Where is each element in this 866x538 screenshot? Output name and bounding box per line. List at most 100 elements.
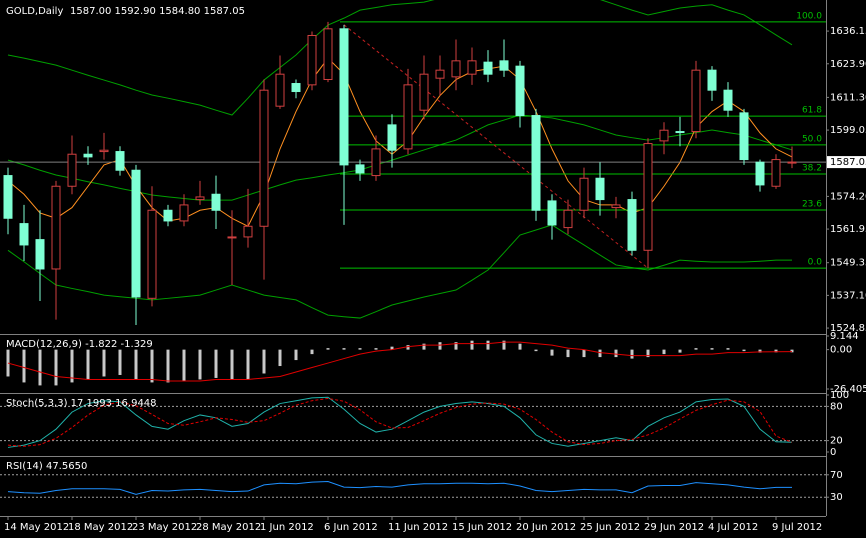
x-tick-label: 23 May 2012 bbox=[132, 522, 197, 533]
macd-bar bbox=[438, 342, 442, 350]
candle-body bbox=[467, 60, 477, 75]
candle-body bbox=[515, 65, 525, 117]
indicator-line bbox=[7, 0, 793, 116]
candle-body bbox=[595, 177, 605, 201]
macd-bar bbox=[582, 349, 586, 358]
candle-body bbox=[563, 209, 573, 229]
panel bbox=[0, 474, 826, 498]
macd-bar bbox=[598, 349, 602, 358]
macd-bar bbox=[694, 348, 698, 350]
candle-body bbox=[131, 169, 141, 298]
macd-bar bbox=[102, 349, 106, 377]
candle-body bbox=[499, 60, 509, 71]
candle-body bbox=[755, 161, 765, 186]
indicator-line bbox=[7, 341, 793, 382]
candle-body bbox=[771, 159, 781, 187]
macd-bar bbox=[486, 340, 490, 350]
trend-line bbox=[343, 24, 649, 269]
y-tick-label: 20 bbox=[830, 436, 843, 447]
candle-body bbox=[787, 161, 797, 164]
macd-bar bbox=[70, 349, 74, 383]
candle-body bbox=[419, 73, 429, 111]
indicator-line bbox=[7, 114, 793, 201]
macd-bar bbox=[214, 349, 218, 378]
macd-bar bbox=[774, 349, 778, 353]
y-tick-label: 1611.30 bbox=[830, 92, 866, 103]
macd-bar bbox=[54, 349, 58, 386]
candle-body bbox=[531, 115, 541, 211]
candle-body bbox=[323, 28, 333, 81]
macd-bar bbox=[534, 349, 538, 352]
macd-bar bbox=[262, 349, 266, 374]
y-tick-label: 30 bbox=[830, 492, 843, 503]
panel bbox=[6, 340, 794, 386]
macd-bar bbox=[374, 348, 378, 350]
indicator-line bbox=[7, 224, 792, 319]
y-tick-label: 100 bbox=[830, 390, 849, 401]
candle-body bbox=[115, 151, 125, 171]
candle-body bbox=[355, 164, 365, 174]
x-tick-label: 29 Jun 2012 bbox=[644, 522, 704, 533]
x-tick-label: 14 May 2012 bbox=[4, 522, 69, 533]
x-tick-label: 20 Jun 2012 bbox=[516, 522, 576, 533]
macd-bar bbox=[150, 349, 154, 383]
x-tick-label: 18 May 2012 bbox=[68, 522, 133, 533]
y-tick-label: 1537.10 bbox=[830, 290, 866, 301]
macd-bar bbox=[134, 349, 138, 380]
y-tick-label: 70 bbox=[830, 470, 843, 481]
macd-bar bbox=[406, 345, 410, 350]
indicator-line bbox=[7, 397, 793, 447]
macd-bar bbox=[646, 349, 650, 358]
candle-body bbox=[451, 60, 461, 78]
current-price-box bbox=[827, 156, 866, 169]
y-tick-label: 0.00 bbox=[830, 345, 852, 356]
x-tick-label: 6 Jun 2012 bbox=[324, 522, 378, 533]
indicator-line bbox=[7, 396, 793, 448]
y-tick-label: 1524.85 bbox=[830, 323, 866, 334]
x-tick-label: 1 Jun 2012 bbox=[260, 522, 314, 533]
y-tick-label: 1599.05 bbox=[830, 125, 866, 136]
y-tick-label: 1549.35 bbox=[830, 258, 866, 269]
candle-body bbox=[387, 124, 397, 151]
y-tick-label: 1561.95 bbox=[830, 224, 866, 235]
macd-bar bbox=[662, 349, 666, 355]
candle-body bbox=[259, 89, 269, 227]
candle-body bbox=[227, 236, 237, 239]
panel: 100.0 61.8 50.0 38.2 23.6 0.0 bbox=[0, 0, 826, 325]
candle-body bbox=[339, 28, 349, 166]
macd-bar bbox=[198, 349, 202, 380]
candle-body bbox=[371, 148, 381, 177]
y-tick-label: 1574.20 bbox=[830, 191, 866, 202]
fib-label: 23.6 bbox=[802, 199, 822, 209]
y-tick-label: -26.405 bbox=[830, 384, 866, 395]
macd-bar bbox=[678, 349, 682, 353]
macd-bar bbox=[518, 343, 522, 350]
candle-body bbox=[691, 69, 701, 133]
candle-body bbox=[659, 129, 669, 142]
y-tick-label: 0 bbox=[830, 447, 836, 458]
x-tick-label: 15 Jun 2012 bbox=[452, 522, 512, 533]
fib-label: 38.2 bbox=[802, 163, 822, 173]
macd-bar bbox=[710, 348, 714, 350]
quote: 1587.00 1592.90 1584.80 1587.05 bbox=[70, 6, 245, 17]
candle-body bbox=[739, 112, 749, 161]
fib-label: 61.8 bbox=[802, 106, 822, 116]
macd-bar bbox=[278, 349, 282, 367]
candle-body bbox=[147, 209, 157, 299]
candle-body bbox=[179, 204, 189, 222]
macd-bar bbox=[166, 349, 170, 383]
candle-body bbox=[67, 153, 77, 187]
x-tick-label: 9 Jul 2012 bbox=[772, 522, 822, 533]
macd-bar bbox=[390, 346, 394, 350]
macd-bar bbox=[326, 348, 330, 350]
candle-body bbox=[611, 204, 621, 209]
y-tick-label: 1623.90 bbox=[830, 59, 866, 70]
candle-body bbox=[675, 131, 685, 134]
indicator-line bbox=[7, 57, 793, 227]
candle-body bbox=[483, 61, 493, 75]
macd-bar bbox=[566, 349, 570, 358]
x-tick-label: 4 Jul 2012 bbox=[708, 522, 758, 533]
macd-bar bbox=[758, 349, 762, 353]
indicator-line bbox=[7, 481, 793, 495]
